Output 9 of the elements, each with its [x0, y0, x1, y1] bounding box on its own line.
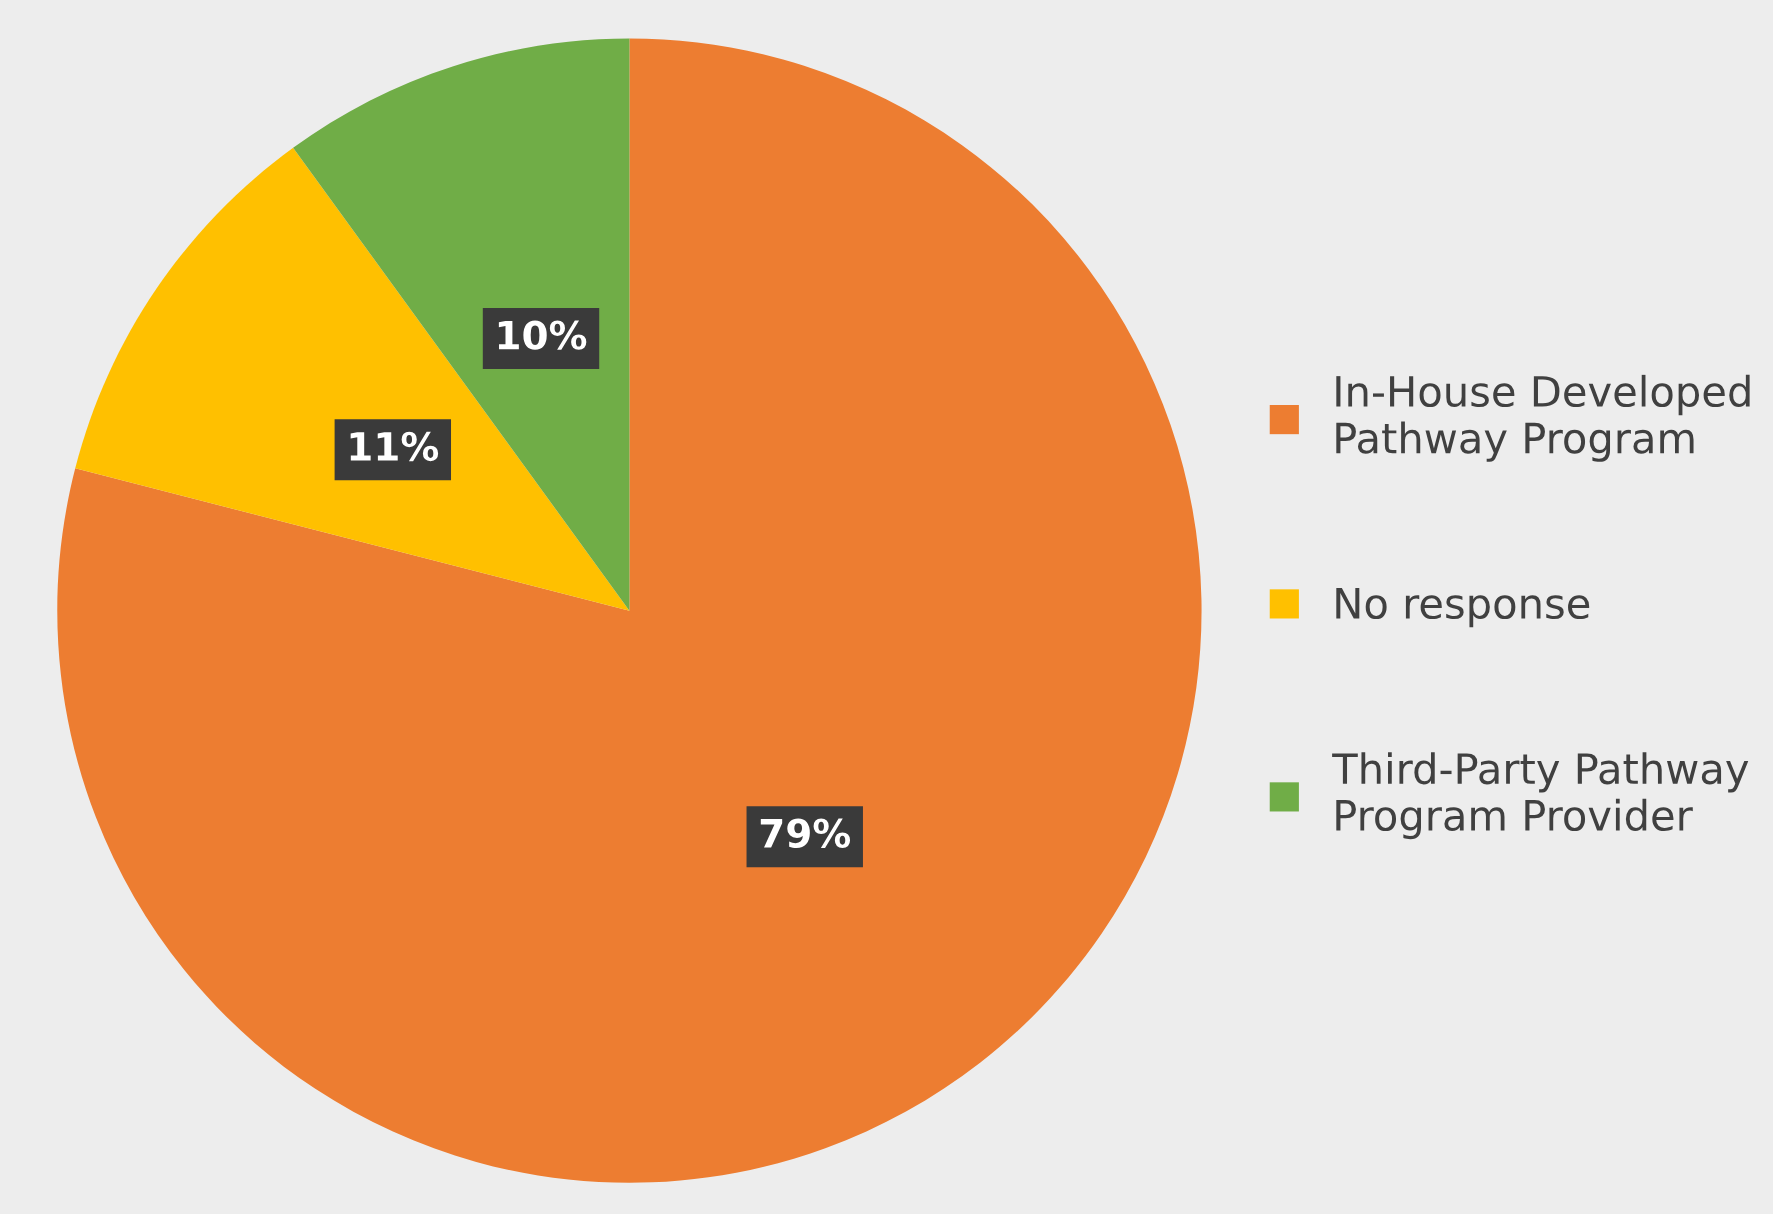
pie-slice	[57, 38, 1202, 1183]
data-label: 10%	[498, 320, 587, 350]
legend-label: In-House Developed Pathway Program	[1336, 374, 1750, 462]
pie-slice	[293, 38, 630, 611]
legend-label: No response	[1336, 588, 1590, 628]
data-label: 11%	[350, 431, 439, 462]
pie-slice	[75, 147, 630, 611]
legend-label: Third-Party Pathway Program Provider	[1332, 752, 1749, 840]
data-label: 79%	[760, 818, 851, 848]
